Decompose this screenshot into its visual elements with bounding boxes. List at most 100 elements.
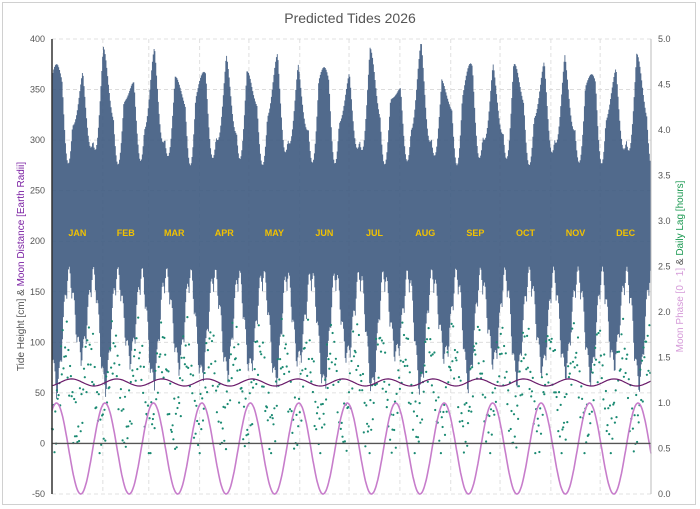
daily-lag-point [422,390,425,393]
daily-lag-point [583,452,586,455]
daily-lag-point [377,376,380,379]
chart-title: Predicted Tides 2026 [284,10,416,26]
daily-lag-point [490,433,493,436]
daily-lag-point [87,363,90,366]
daily-lag-point [95,406,98,409]
daily-lag-point [250,381,253,384]
daily-lag-point [546,335,549,338]
daily-lag-point [206,349,209,352]
daily-lag-point [60,373,63,376]
daily-lag-point [301,369,304,372]
tide-height-series [51,43,652,399]
left-tick-label: 0 [40,438,45,448]
daily-lag-point [398,387,401,390]
left-tick-label: -50 [32,489,45,499]
daily-lag-point [496,380,499,383]
daily-lag-point [311,357,314,360]
daily-lag-point [168,412,171,416]
month-label-mar: MAR [164,228,185,238]
daily-lag-point [610,417,613,420]
daily-lag-point [395,392,398,395]
daily-lag-point [430,354,433,357]
daily-lag-point [169,382,172,385]
daily-lag-point [399,359,402,362]
chart-frame [2,2,696,505]
daily-lag-point [357,364,360,368]
daily-lag-point [327,358,330,361]
left-axis-label: Tide Height [cm] & Moon Distance [Earth … [16,162,27,371]
daily-lag-point [614,389,617,392]
daily-lag-point [360,379,363,383]
daily-lag-point [499,332,502,335]
daily-lag-point [186,316,189,319]
daily-lag-point [99,418,102,421]
daily-lag-point [640,398,643,402]
daily-lag-point [397,369,400,372]
daily-lag-point [108,386,111,389]
daily-lag-point [59,345,63,348]
daily-lag-point [208,337,211,340]
daily-lag-point [311,390,314,394]
daily-lag-point [602,398,605,401]
daily-lag-point [262,385,265,388]
daily-lag-point [581,397,584,400]
daily-lag-point [506,403,509,406]
daily-lag-point [447,381,450,384]
daily-lag-point [606,424,609,427]
daily-lag-point [565,393,568,396]
daily-lag-point [645,373,649,376]
daily-lag-point [482,360,485,363]
daily-lag-point [409,402,412,405]
daily-lag-point [453,377,456,380]
axis-label-part: Moon Phase [0 - 1] [675,268,686,353]
right-tick-label: 4.0 [658,125,671,135]
daily-lag-point [155,352,159,355]
daily-lag-point [526,366,530,369]
daily-lag-point [330,361,333,364]
daily-lag-point [280,317,283,321]
month-label-sep: SEP [466,228,484,238]
daily-lag-point [607,407,610,410]
daily-lag-point [548,338,551,342]
month-label-nov: NOV [566,228,586,238]
month-label-jun: JUN [315,228,333,238]
daily-lag-point [518,370,521,373]
daily-lag-point [646,334,649,337]
daily-lag-point [539,407,542,410]
daily-lag-point [514,395,517,398]
daily-lag-point [224,448,228,451]
daily-lag-point [175,446,178,449]
daily-lag-point [420,371,423,374]
daily-lag-point [185,365,188,368]
daily-lag-point [284,343,287,346]
daily-lag-point [66,376,69,379]
daily-lag-point [384,390,388,393]
daily-lag-point [237,343,240,346]
daily-lag-point [648,324,651,327]
daily-lag-point [589,422,592,425]
daily-lag-point [507,389,510,392]
daily-lag-point [408,371,411,374]
daily-lag-point [599,354,603,357]
daily-lag-point [443,433,447,436]
daily-lag-point [281,366,284,369]
month-labels: JAN FEB MAR APR MAY JUN JUL AUG SEP OCT NOV DEC [68,228,635,238]
daily-lag-point [86,339,89,342]
daily-lag-point [310,380,313,383]
daily-lag-point [415,435,418,438]
daily-lag-point [477,362,480,365]
daily-lag-point [173,397,176,400]
daily-lag-point [291,431,294,434]
daily-lag-point [590,410,594,413]
daily-lag-point [426,380,429,383]
daily-lag-point [325,343,328,346]
daily-lag-point [243,445,246,448]
daily-lag-point [402,333,406,337]
month-label-feb: FEB [117,228,136,238]
daily-lag-point [289,380,292,383]
daily-lag-point [297,397,301,400]
daily-lag-point [527,327,530,330]
daily-lag-point [539,432,543,435]
left-tick-label: 350 [30,85,45,95]
daily-lag-point [553,348,557,352]
